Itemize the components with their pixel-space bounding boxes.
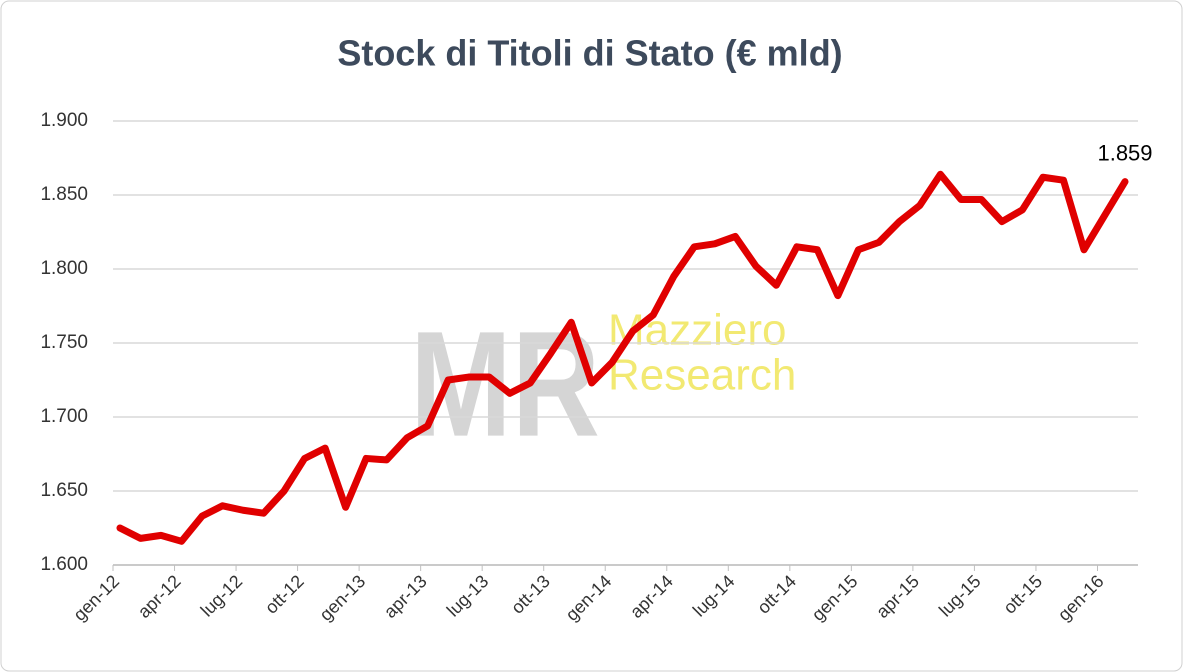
y-tick-label: 1.800 <box>40 258 88 279</box>
y-tick-label: 1.750 <box>40 332 88 353</box>
y-tick-label: 1.600 <box>40 554 88 575</box>
y-tick-label: 1.700 <box>40 406 88 427</box>
line-series <box>116 170 1129 545</box>
y-tick-label: 1.850 <box>40 184 88 205</box>
y-tick-label: 1.900 <box>40 110 88 131</box>
y-tick-label: 1.650 <box>40 480 88 501</box>
data-label: 1.859 <box>1097 140 1152 165</box>
chart-title: Stock di Titoli di Stato (€ mld) <box>337 33 842 74</box>
watermark-text: Research <box>608 351 796 400</box>
